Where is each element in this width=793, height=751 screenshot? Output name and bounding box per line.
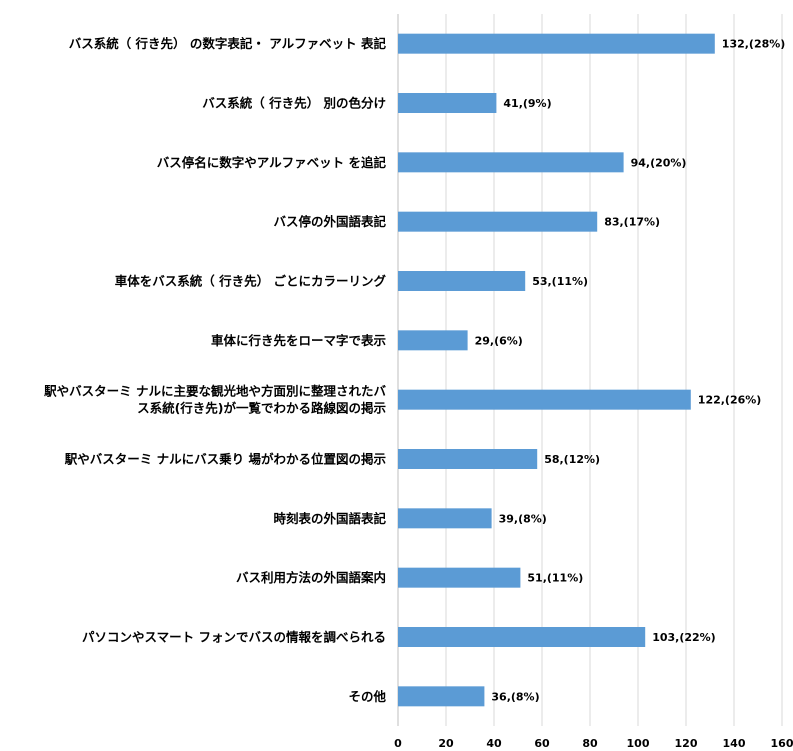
data-label-7: 58,(12%)	[544, 453, 600, 466]
bars	[398, 33, 715, 707]
x-tick-label-100: 100	[627, 737, 650, 750]
category-label-6-line-0: 駅やバスターミ ナルに主要な観光地や方面別に整理されたバ	[43, 384, 386, 399]
category-label-9: バス利用方法の外国語案内	[236, 570, 386, 585]
category-label-10: パソコンやスマート フォンでバスの情報を調べられる	[82, 630, 386, 645]
gridlines	[397, 14, 783, 726]
category-label-5: 車体に行き先をローマ字で表示	[211, 333, 387, 348]
x-tick-label-40: 40	[486, 737, 502, 750]
bar-8	[398, 508, 492, 529]
x-axis-tick-labels: 0 20 40 60 80 100 120 140 160	[394, 737, 793, 750]
category-label-2: バス停名に数字やアルファベット を追記	[157, 155, 387, 170]
data-label-3: 83,(17%)	[604, 216, 660, 229]
category-label-0: バス系統（ 行き先） の数字表記・ アルファベット 表記	[69, 36, 387, 51]
data-label-9: 51,(11%)	[527, 572, 583, 585]
data-label-1: 41,(9%)	[503, 97, 551, 110]
bar-5	[398, 330, 468, 351]
x-tick-label-0: 0	[394, 737, 402, 750]
bar-4	[398, 271, 526, 291]
bar-7	[398, 449, 538, 469]
data-label-8: 39,(8%)	[499, 512, 547, 525]
x-tick-label-60: 60	[534, 737, 550, 750]
data-label-11: 36,(8%)	[491, 690, 539, 703]
bar-3	[398, 211, 598, 232]
x-tick-label-160: 160	[771, 737, 793, 750]
x-tick-label-80: 80	[582, 737, 598, 750]
x-tick-label-120: 120	[675, 737, 698, 750]
category-label-6-line-1: ス系統(行き先)が一覧でわかる路線図の掲示	[137, 401, 386, 416]
bar-6	[398, 389, 691, 410]
bar-11	[398, 686, 485, 707]
category-label-8: 時刻表の外国語表記	[273, 511, 386, 526]
category-label-11: その他	[348, 689, 386, 704]
data-label-4: 53,(11%)	[532, 275, 588, 288]
data-label-5: 29,(6%)	[475, 334, 523, 347]
bar-0	[398, 33, 715, 54]
x-tick-label-20: 20	[438, 737, 454, 750]
bar-2	[398, 152, 624, 173]
data-label-2: 94,(20%)	[631, 156, 687, 169]
data-labels: 132,(28%) 41,(9%) 94,(20%) 83,(17%) 53,(11%)…	[475, 38, 786, 704]
data-label-6: 122,(26%)	[698, 394, 762, 407]
category-label-3: バス停の外国語表記	[273, 214, 386, 229]
category-label-7: 駅やバスターミ ナルにバス乗り 場がわかる位置図の掲示	[64, 452, 387, 467]
bar-10	[398, 627, 646, 647]
category-label-4: 車体をバス系統（ 行き先） ごとにカラーリング	[115, 274, 387, 289]
data-label-10: 103,(22%)	[652, 631, 716, 644]
x-tick-label-140: 140	[723, 737, 746, 750]
data-label-0: 132,(28%)	[722, 38, 786, 51]
bar-9	[398, 567, 521, 588]
bar-1	[398, 93, 497, 113]
category-label-1: バス系統（ 行き先） 別の色分け	[202, 96, 386, 111]
